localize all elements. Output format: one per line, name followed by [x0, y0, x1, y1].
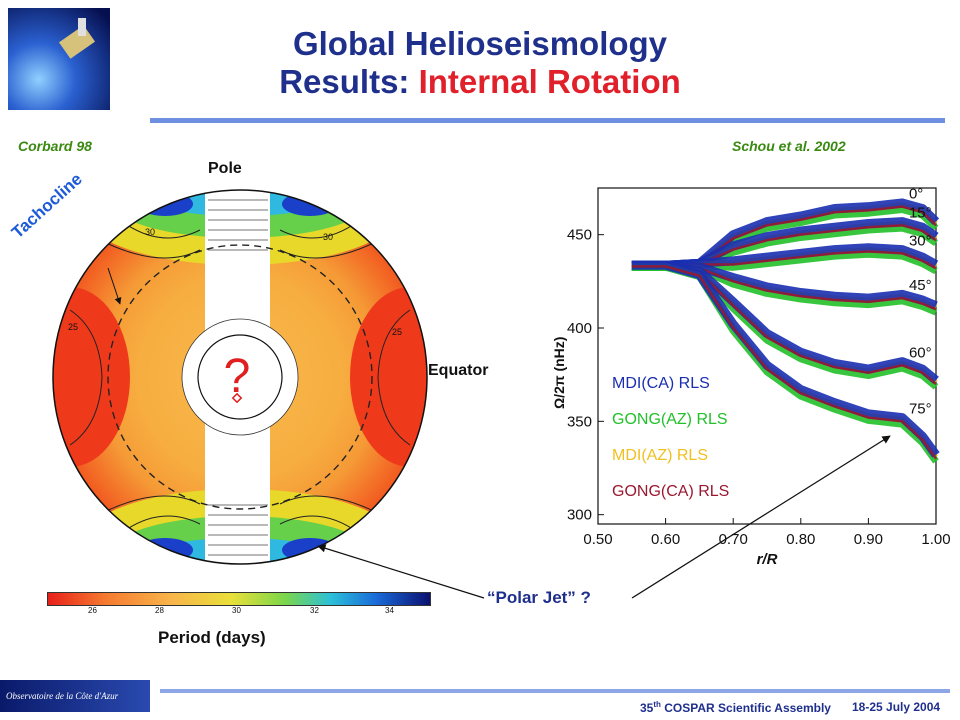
title-line-2: Results: Internal Rotation [150, 64, 810, 100]
title-line-1: Global Helioseismology [292, 25, 668, 62]
polar-jet-north-left [137, 192, 193, 216]
title-prefix: Results: [279, 63, 419, 100]
y-tick-label: 450 [567, 227, 592, 244]
x-tick-label: 0.60 [651, 531, 680, 548]
citation-left: Corbard 98 [18, 138, 92, 154]
conference-name: COSPAR Scientific Assembly [660, 701, 831, 715]
x-axis-label: r/R [757, 551, 778, 568]
colorbar-tick: 32 [310, 606, 319, 615]
x-tick-label: 1.00 [921, 531, 950, 548]
rotation-rate-chart: 0°15° 30° 45° 60° 75° MDI(CA) RLS GONG(AZ) RL… [551, 186, 950, 568]
equator-label: Equator [428, 362, 489, 379]
colorbar-tick: 28 [155, 606, 164, 615]
colorbar-tick: 26 [88, 606, 97, 615]
contour-label: 30 [323, 232, 333, 242]
contour-label: 25 [392, 327, 402, 337]
colorbar-tick: 30 [232, 606, 241, 615]
observatory-logo: Observatoire de la Côte d'Azur [0, 680, 150, 712]
equator-red-right [350, 287, 427, 467]
sun-satellite-image [8, 8, 110, 110]
conference-number-suffix: th [653, 700, 661, 709]
rotation-map: ? 30 30 25 25 [52, 189, 428, 565]
latitude-label: 30° [909, 232, 932, 249]
contour-label: 30 [145, 227, 155, 237]
x-tick-label: 0.70 [719, 531, 748, 548]
footer-divider [160, 689, 950, 693]
latitude-label: 0° [909, 186, 923, 203]
tachocline-boundary [107, 244, 373, 510]
latitude-label: 60° [909, 344, 932, 361]
pole-label: Pole [208, 160, 242, 177]
conference-number: 35 [640, 701, 654, 715]
series-line-75deg [631, 265, 938, 460]
core-question-mark: ? [224, 350, 251, 403]
y-tick-label: 400 [567, 320, 592, 337]
contour-label: 25 [68, 322, 78, 332]
equator-red-left [53, 287, 130, 467]
colorbar-tick: 34 [385, 606, 394, 615]
latitude-label: 15° [909, 204, 932, 221]
title-highlight: Internal Rotation [418, 63, 681, 100]
header-divider [150, 118, 945, 123]
x-tick-label: 0.90 [854, 531, 883, 548]
footer-conference: 35th COSPAR Scientific Assembly [640, 700, 831, 715]
colorbar-label: Period (days) [158, 628, 266, 647]
legend-entry: GONG(CA) RLS [612, 483, 729, 500]
x-tick-label: 0.80 [786, 531, 815, 548]
polar-jet-south-left [137, 538, 193, 562]
footer-dates: 18-25 July 2004 [852, 700, 941, 714]
polar-jet-label: “Polar Jet” ? [487, 588, 591, 607]
latitude-label: 75° [909, 400, 932, 417]
x-tick-label: 0.50 [583, 531, 612, 548]
citation-right: Schou et al. 2002 [732, 138, 846, 154]
y-tick-label: 300 [567, 507, 592, 524]
legend-entry: GONG(AZ) RLS [612, 411, 728, 428]
legend-entry: MDI(CA) RLS [612, 375, 710, 392]
latitude-label: 45° [909, 277, 932, 294]
legend-entry: MDI(AZ) RLS [612, 447, 708, 464]
y-axis-label: Ω/2π (nHz) [551, 337, 567, 410]
observatory-logo-text: Observatoire de la Côte d'Azur [6, 691, 119, 701]
y-tick-label: 350 [567, 413, 592, 430]
colorbar [47, 592, 431, 606]
